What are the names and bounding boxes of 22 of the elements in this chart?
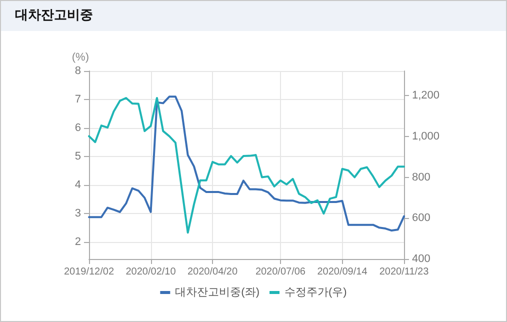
x-tick-label: 2020/07/06 (255, 266, 306, 278)
y2-tick-label: 400 (412, 253, 430, 265)
y2-tick-label: 1,000 (412, 130, 440, 142)
y-tick-label: 6 (74, 122, 81, 134)
y-tick-label: 8 (74, 65, 81, 77)
x-tick-label: 2020/02/10 (126, 266, 176, 278)
x-tick-label: 2019/12/02 (64, 266, 114, 278)
y-tick-label: 3 (74, 207, 81, 220)
y-tick-label: 2 (74, 236, 81, 248)
chart-title: 대차잔고비중 (1, 1, 506, 31)
x-tick-label: 2020/11/23 (379, 266, 430, 278)
y-tick-label: 5 (74, 150, 81, 162)
x-tick-label: 2020/09/14 (317, 266, 368, 278)
y2-tick-label: 1,200 (412, 90, 440, 102)
y-axis-title: (%) (72, 52, 89, 64)
y2-tick-label: 600 (412, 212, 430, 224)
legend-label: 수정주가(우) (284, 286, 347, 298)
y-tick-label: 4 (74, 178, 81, 191)
legend-label: 대차잔고비중(좌) (175, 286, 260, 298)
y-tick-label: 7 (74, 93, 81, 106)
x-tick-label: 2020/04/20 (188, 266, 238, 278)
y2-tick-label: 800 (412, 171, 430, 184)
